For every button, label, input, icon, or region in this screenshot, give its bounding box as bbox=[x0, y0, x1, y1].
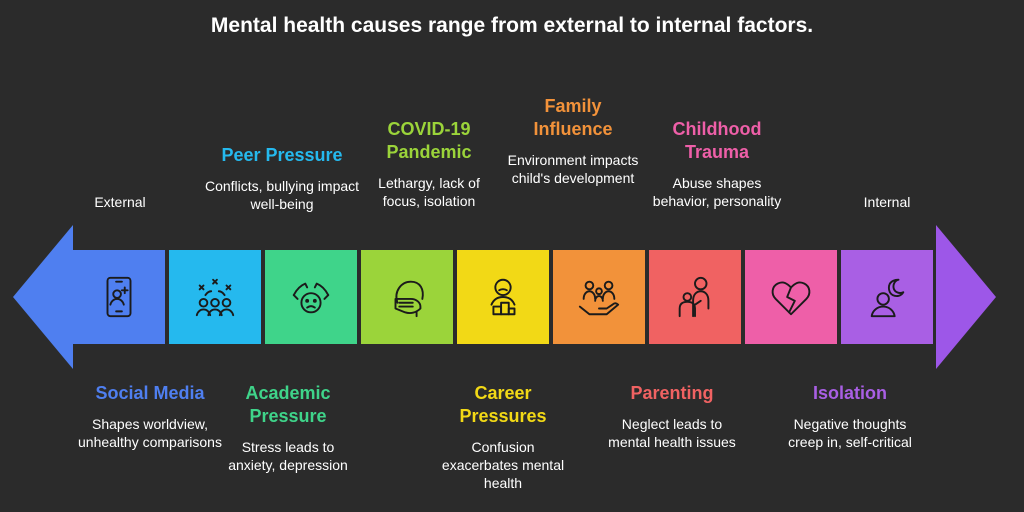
item-description: Confusion exacerbates mental health bbox=[441, 439, 565, 491]
item-title: Academic Pressure bbox=[245, 383, 331, 426]
segment-peer-pressure bbox=[169, 250, 261, 344]
item-title: Career Pressures bbox=[459, 383, 547, 426]
person-moon-icon bbox=[870, 278, 905, 318]
label-parenting: Parenting Neglect leads to mental health… bbox=[604, 382, 740, 451]
segment-social-media bbox=[73, 250, 165, 344]
item-description: Abuse shapes behavior, personality bbox=[652, 175, 782, 209]
label-academic-pressure: Academic Pressure Stress leads to anxiet… bbox=[228, 382, 348, 474]
segment-isolation bbox=[841, 250, 933, 344]
item-description: Conflicts, bullying impact well-being bbox=[204, 178, 360, 212]
item-description: Environment impacts child's development bbox=[507, 152, 639, 186]
segment-covid-pandemic bbox=[361, 250, 453, 344]
right-arrowhead bbox=[936, 225, 996, 369]
smartphone-user-icon bbox=[106, 276, 132, 318]
item-title: Social Media bbox=[95, 383, 205, 403]
segment-parenting bbox=[649, 250, 741, 344]
broken-heart-icon bbox=[771, 281, 811, 316]
label-social-media: Social Media Shapes worldview, unhealthy… bbox=[65, 382, 235, 451]
worried-worker-icon bbox=[490, 278, 516, 316]
item-title: Peer Pressure bbox=[221, 145, 343, 165]
item-title: COVID-19 Pandemic bbox=[386, 119, 472, 162]
item-description: Shapes worldview, unhealthy comparisons bbox=[78, 416, 222, 450]
item-title: Parenting bbox=[630, 383, 714, 403]
segment-childhood-trauma bbox=[745, 250, 837, 344]
item-title: Isolation bbox=[812, 383, 887, 403]
label-career-pressures: Career Pressures Confusion exacerbates m… bbox=[435, 382, 571, 492]
item-description: Stress leads to anxiety, depression bbox=[228, 439, 348, 473]
item-title: Family Influence bbox=[533, 96, 613, 139]
item-description: Negative thoughts creep in, self-critica… bbox=[788, 416, 912, 450]
label-peer-pressure: Peer Pressure Conflicts, bullying impact… bbox=[197, 144, 367, 213]
segment-academic-pressure bbox=[265, 250, 357, 344]
item-description: Lethargy, lack of focus, isolation bbox=[378, 175, 480, 209]
left-arrowhead bbox=[13, 225, 73, 369]
segment-family-influence bbox=[553, 250, 645, 344]
segment-career-pressures bbox=[457, 250, 549, 344]
item-description: Neglect leads to mental health issues bbox=[608, 416, 736, 450]
family-hand-icon bbox=[578, 280, 620, 316]
label-covid-pandemic: COVID-19 Pandemic Lethargy, lack of focu… bbox=[361, 118, 497, 210]
label-childhood-trauma: Childhood Trauma Abuse shapes behavior, … bbox=[649, 118, 785, 210]
internal-label: Internal bbox=[863, 194, 911, 210]
masked-face-icon bbox=[394, 280, 424, 318]
item-title: Childhood Trauma bbox=[672, 119, 762, 162]
page-title: Mental health causes range from external… bbox=[210, 14, 814, 37]
parent-child-icon bbox=[678, 276, 710, 318]
label-family-influence: Family Influence Environment impacts chi… bbox=[505, 95, 641, 187]
label-isolation: Isolation Negative thoughts creep in, se… bbox=[780, 382, 920, 451]
group-conflict-icon bbox=[195, 278, 235, 317]
external-label: External bbox=[94, 194, 146, 210]
stressed-head-icon bbox=[292, 282, 330, 314]
